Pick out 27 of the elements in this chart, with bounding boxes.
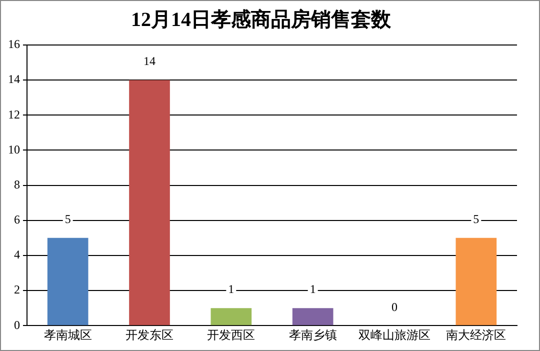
data-label: 1	[310, 282, 316, 296]
x-tick-label: 南大经济区	[446, 328, 506, 342]
y-tick-label: 6	[14, 212, 20, 227]
bar	[292, 308, 334, 326]
x-tick-label: 孝南乡镇	[288, 328, 337, 342]
data-label: 14	[144, 54, 156, 68]
bar	[129, 80, 170, 326]
chart-title: 12月14日孝感商品房销售套数	[131, 8, 392, 32]
data-label: 5	[64, 212, 71, 226]
x-tick-label: 开发西区	[207, 328, 256, 342]
data-label: 0	[392, 300, 398, 314]
x-tick-label: 开发东区	[126, 328, 174, 342]
y-tick-label: 8	[14, 177, 20, 192]
x-tick-label: 孝南城区	[44, 328, 92, 342]
bar	[456, 238, 497, 326]
y-tick-label: 14	[8, 72, 20, 86]
y-tick-label: 4	[14, 248, 20, 262]
y-tick-label: 2	[14, 282, 20, 297]
y-tick-label: 16	[8, 37, 20, 52]
bar	[47, 238, 88, 326]
data-label: 5	[473, 212, 480, 226]
data-label: 1	[228, 282, 234, 296]
y-tick-label: 12	[8, 107, 20, 122]
bar	[210, 308, 252, 326]
y-tick-label: 0	[14, 318, 20, 332]
x-tick-label: 双峰山旅游区	[358, 328, 430, 342]
y-tick-label: 10	[8, 142, 20, 156]
